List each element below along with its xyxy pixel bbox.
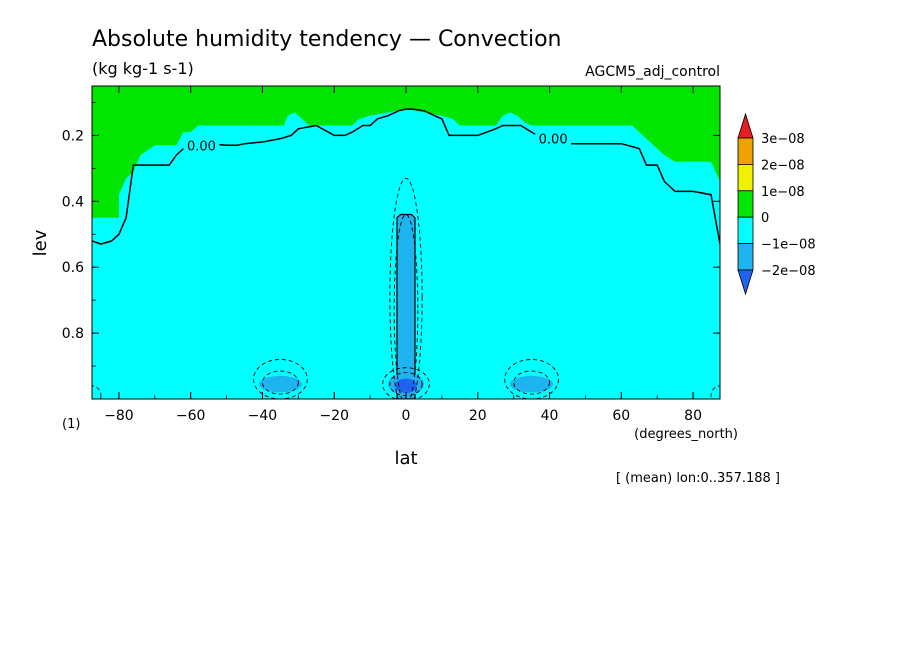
- contour-equatorial-outer: [389, 177, 423, 399]
- x-axis: −80 −60 −40 −20 0 20 40 60 80: [104, 86, 702, 424]
- colorbar-label: −1e−08: [761, 238, 816, 253]
- colorbar-box: [737, 137, 754, 165]
- colorbar: 3e−08 2e−08 1e−08 0 −1e−08 −2e−08: [737, 112, 816, 296]
- colorbar-label: 3e−08: [761, 132, 805, 147]
- x-tick-label: 60: [612, 408, 630, 424]
- run-label: AGCM5_adj_control: [585, 64, 720, 80]
- colorbar-label: −2e−08: [761, 264, 816, 279]
- y-axis-label: lev: [30, 229, 51, 256]
- region-equatorial-core: [395, 378, 417, 394]
- region-cell-south: [258, 375, 302, 393]
- contour-equatorial-inner: [393, 214, 419, 399]
- x-tick-label: −80: [104, 408, 134, 424]
- contour-north-cell-2: [513, 370, 550, 395]
- region-green: [92, 86, 720, 218]
- x-tick-label: 20: [469, 408, 487, 424]
- colorbar-label: 1e−08: [761, 185, 805, 200]
- x-tick-label: 80: [684, 408, 702, 424]
- y-axis: 0.2 0.4 0.6 0.8: [62, 102, 720, 367]
- x-tick-label: −20: [319, 408, 349, 424]
- colorbar-triangle-bottom: [737, 269, 754, 296]
- x-tick-label: −40: [248, 408, 278, 424]
- contour-equatorial-base-1: [382, 367, 430, 399]
- plot-area: 0.00 0.00: [91, 85, 721, 400]
- chart-units: (kg kg-1 s-1): [92, 59, 194, 78]
- contour-label-bg: [183, 137, 220, 152]
- colorbar-box: [737, 216, 754, 244]
- contour-label-bg: [535, 130, 572, 145]
- colorbar-triangle-top: [737, 112, 754, 139]
- y-tick-label: 0.4: [62, 194, 84, 210]
- chart-title: Absolute humidity tendency — Convection: [92, 27, 562, 52]
- region-equatorial-column: [396, 213, 416, 399]
- y-tick-label: 0.8: [62, 326, 84, 342]
- contour-label: 0.00: [539, 133, 568, 148]
- colorbar-box: [737, 163, 754, 192]
- contour-label: 0.00: [187, 139, 216, 154]
- y-axis-unit-label: (1): [62, 417, 80, 432]
- region-cell-north: [510, 375, 554, 393]
- averaging-annotation: [ (mean) lon:0..357.188 ]: [616, 471, 780, 486]
- y-tick-label: 0.2: [62, 128, 84, 144]
- colorbar-box: [737, 243, 754, 271]
- contour-south-cell-2: [262, 370, 299, 395]
- colorbar-label: 2e−08: [761, 158, 805, 173]
- x-axis-unit-label: (degrees_north): [634, 427, 738, 442]
- y-tick-label: 0.6: [62, 260, 84, 276]
- colorbar-label: 0: [761, 211, 769, 226]
- x-tick-label: 0: [402, 408, 411, 424]
- colorbar-box: [737, 190, 754, 218]
- x-tick-label: −60: [176, 408, 206, 424]
- x-axis-label: lat: [394, 448, 417, 469]
- x-tick-label: 40: [541, 408, 559, 424]
